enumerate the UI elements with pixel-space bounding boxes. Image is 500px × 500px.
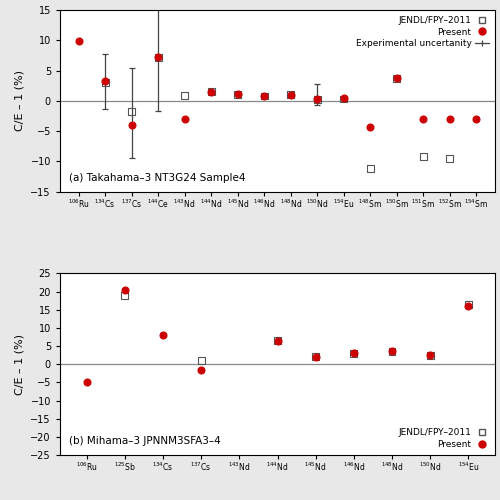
Text: (a) Takahama–3 NT3G24 Sample4: (a) Takahama–3 NT3G24 Sample4 xyxy=(68,172,245,182)
Point xyxy=(180,92,188,100)
Point xyxy=(260,92,268,100)
Point xyxy=(393,74,401,82)
Point xyxy=(340,94,348,102)
Legend: JENDL/FPY–2011, Present, Experimental uncertanity: JENDL/FPY–2011, Present, Experimental un… xyxy=(354,14,490,50)
Point xyxy=(340,95,348,103)
Point xyxy=(74,38,82,46)
Point xyxy=(234,90,241,98)
Point xyxy=(472,115,480,123)
Point xyxy=(154,53,162,61)
Y-axis label: C/E – 1 (%): C/E – 1 (%) xyxy=(15,70,25,132)
Point xyxy=(350,350,358,358)
Point xyxy=(446,154,454,162)
Point xyxy=(388,348,396,356)
Point xyxy=(159,331,167,339)
Point xyxy=(197,366,205,374)
Y-axis label: C/E – 1 (%): C/E – 1 (%) xyxy=(15,334,25,394)
Point xyxy=(287,91,295,99)
Point xyxy=(464,302,472,310)
Text: (b) Mihama–3 JPNNM3SFA3–4: (b) Mihama–3 JPNNM3SFA3–4 xyxy=(68,436,220,446)
Legend: JENDL/FPY–2011, Present: JENDL/FPY–2011, Present xyxy=(397,426,490,450)
Point xyxy=(101,78,109,86)
Point xyxy=(180,115,188,123)
Point xyxy=(274,336,281,344)
Point xyxy=(393,74,401,82)
Point xyxy=(154,52,162,60)
Point xyxy=(366,164,374,172)
Point xyxy=(366,124,374,132)
Point xyxy=(314,95,322,103)
Point xyxy=(464,300,472,308)
Point xyxy=(207,88,215,96)
Point xyxy=(426,351,434,359)
Point xyxy=(420,115,428,123)
Point xyxy=(314,96,322,104)
Point xyxy=(121,291,129,299)
Point xyxy=(121,286,129,294)
Point xyxy=(82,378,90,386)
Point xyxy=(420,152,428,160)
Point xyxy=(260,92,268,100)
Point xyxy=(426,351,434,359)
Point xyxy=(446,115,454,123)
Point xyxy=(207,88,215,96)
Point xyxy=(312,353,320,361)
Point xyxy=(234,91,241,99)
Point xyxy=(128,121,136,129)
Point xyxy=(128,108,136,116)
Point xyxy=(312,353,320,361)
Point xyxy=(101,78,109,86)
Point xyxy=(388,348,396,356)
Point xyxy=(287,91,295,99)
Point xyxy=(197,356,205,364)
Point xyxy=(274,336,281,344)
Point xyxy=(350,350,358,358)
